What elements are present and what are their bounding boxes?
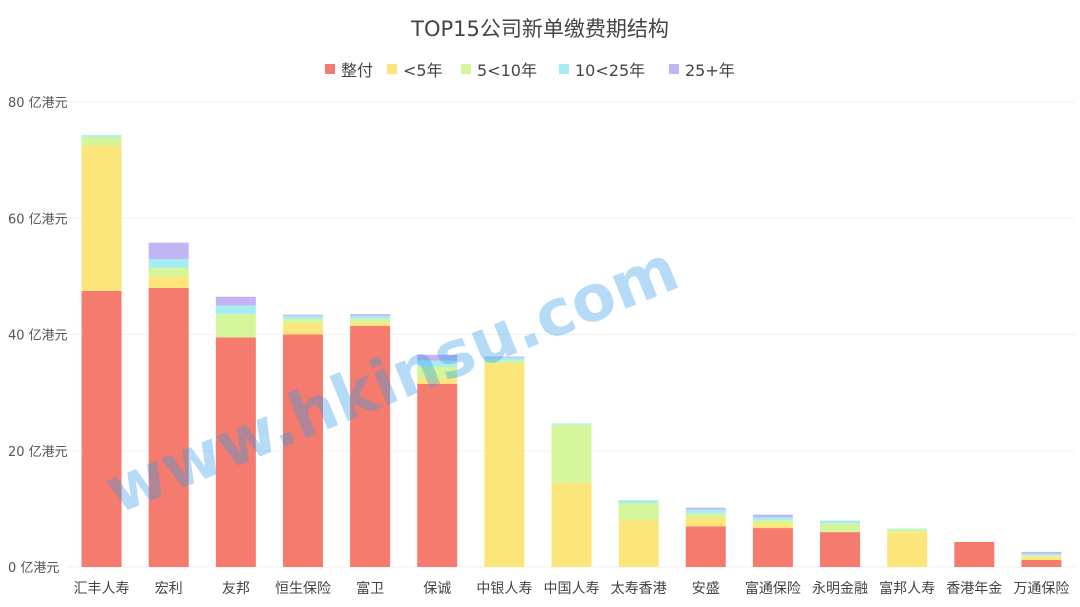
bar-13-0 xyxy=(954,542,995,567)
bar-3-4 xyxy=(282,314,323,316)
y-tick-label-3: 60 亿港元 xyxy=(8,212,68,227)
x-axis: 汇丰人寿 宏利 友邦 恒生保险 富卫 保诚 中银人寿 中国人寿 太寿香港 安盛 富通保险 永明金融 富邦… xyxy=(74,580,1070,597)
x-tick-label-13: 香港年金 xyxy=(946,581,1002,597)
bar-9-2 xyxy=(685,513,726,518)
legend-label-0: 整付 xyxy=(341,61,373,80)
bar-8-3 xyxy=(618,500,659,504)
bar-1-2 xyxy=(148,267,189,277)
y-tick-label-2: 40 亿港元 xyxy=(8,329,68,344)
bar-10-0 xyxy=(752,528,793,567)
bar-10-1 xyxy=(752,523,793,529)
bar-4-2 xyxy=(350,318,391,323)
chart-legend: 整付 <5年 5<10年 10<25年 25+年 xyxy=(325,61,735,80)
x-tick-label-14: 万通保险 xyxy=(1013,581,1069,597)
bar-1-4 xyxy=(148,242,189,259)
bar-4-1 xyxy=(350,322,391,326)
bar-5-1 xyxy=(417,378,458,384)
bar-5-2 xyxy=(417,366,458,379)
legend-swatch-1 xyxy=(387,64,397,74)
y-tick-label-0: 0 亿港元 xyxy=(8,561,59,576)
bar-3-0 xyxy=(282,334,323,567)
bar-5-4 xyxy=(417,354,458,361)
bar-7-2 xyxy=(551,424,592,483)
bar-9-4 xyxy=(685,507,726,510)
bar-0-0 xyxy=(81,290,122,567)
bar-11-2 xyxy=(820,523,861,533)
x-tick-label-6: 中银人寿 xyxy=(476,580,532,597)
bar-3-1 xyxy=(282,322,323,335)
bar-0-1 xyxy=(81,145,122,291)
x-tick-label-0: 汇丰人寿 xyxy=(74,580,130,597)
legend-label-1: <5年 xyxy=(403,61,443,80)
x-tick-label-1: 宏利 xyxy=(155,581,183,597)
y-tick-label-4: 80 亿港元 xyxy=(8,96,68,111)
x-tick-label-9: 安盛 xyxy=(692,581,720,597)
bar-9-0 xyxy=(685,526,726,567)
bar-6-3 xyxy=(484,357,525,361)
bar-10-4 xyxy=(752,514,793,518)
bar-8-2 xyxy=(618,503,659,521)
bar-3-2 xyxy=(282,318,323,323)
bar-7-3 xyxy=(551,423,592,425)
x-tick-label-8: 太寿香港 xyxy=(611,580,667,597)
y-tick-label-1: 20 亿港元 xyxy=(8,445,68,460)
bar-series xyxy=(81,135,1062,567)
x-tick-label-5: 保诚 xyxy=(423,581,451,597)
chart-title: TOP15公司新单缴费期结构 xyxy=(410,17,669,41)
bar-4-4 xyxy=(350,314,391,316)
x-tick-label-7: 中国人寿 xyxy=(544,580,600,597)
bar-0-3 xyxy=(81,135,122,137)
bar-11-0 xyxy=(820,532,861,567)
bar-6-2 xyxy=(484,360,525,364)
x-tick-label-12: 富邦人寿 xyxy=(879,580,935,597)
bar-4-3 xyxy=(350,315,391,319)
legend-label-4: 25+年 xyxy=(685,61,735,80)
bar-1-3 xyxy=(148,258,189,268)
bar-14-1 xyxy=(1021,557,1062,561)
bar-9-1 xyxy=(685,517,726,527)
bar-1-0 xyxy=(148,288,189,567)
bar-7-1 xyxy=(551,482,592,567)
bar-12-3 xyxy=(887,528,928,530)
bar-10-3 xyxy=(752,517,793,520)
bar-14-3 xyxy=(1021,553,1062,556)
bar-11-3 xyxy=(820,520,861,524)
bar-12-1 xyxy=(887,532,928,567)
bar-14-4 xyxy=(1021,551,1062,554)
legend-swatch-3 xyxy=(559,64,569,74)
bar-9-3 xyxy=(685,509,726,514)
legend-label-2: 5<10年 xyxy=(477,61,537,80)
bar-6-4 xyxy=(484,356,525,358)
legend-swatch-2 xyxy=(461,64,471,74)
bar-10-2 xyxy=(752,519,793,524)
x-tick-label-4: 富卫 xyxy=(356,580,384,597)
bar-5-0 xyxy=(417,383,458,567)
x-tick-label-10: 富通保险 xyxy=(745,580,801,597)
bar-2-2 xyxy=(215,314,256,338)
legend-label-3: 10<25年 xyxy=(575,61,645,80)
bar-2-3 xyxy=(215,305,256,315)
bar-4-0 xyxy=(350,325,391,567)
x-tick-label-11: 永明金融 xyxy=(812,581,868,597)
bar-8-1 xyxy=(618,520,659,567)
legend-swatch-4 xyxy=(669,64,679,74)
bar-3-3 xyxy=(282,315,323,319)
bar-0-2 xyxy=(81,136,122,146)
legend-swatch-0 xyxy=(325,64,335,74)
bar-6-1 xyxy=(484,363,525,567)
bar-14-2 xyxy=(1021,555,1062,558)
bar-2-4 xyxy=(215,296,256,306)
bar-1-1 xyxy=(148,276,189,288)
bar-14-0 xyxy=(1021,560,1062,567)
bar-5-3 xyxy=(417,360,458,367)
bar-2-0 xyxy=(215,337,256,567)
bar-12-2 xyxy=(887,529,928,533)
x-tick-label-3: 恒生保险 xyxy=(275,581,331,597)
x-tick-label-2: 友邦 xyxy=(222,581,250,597)
